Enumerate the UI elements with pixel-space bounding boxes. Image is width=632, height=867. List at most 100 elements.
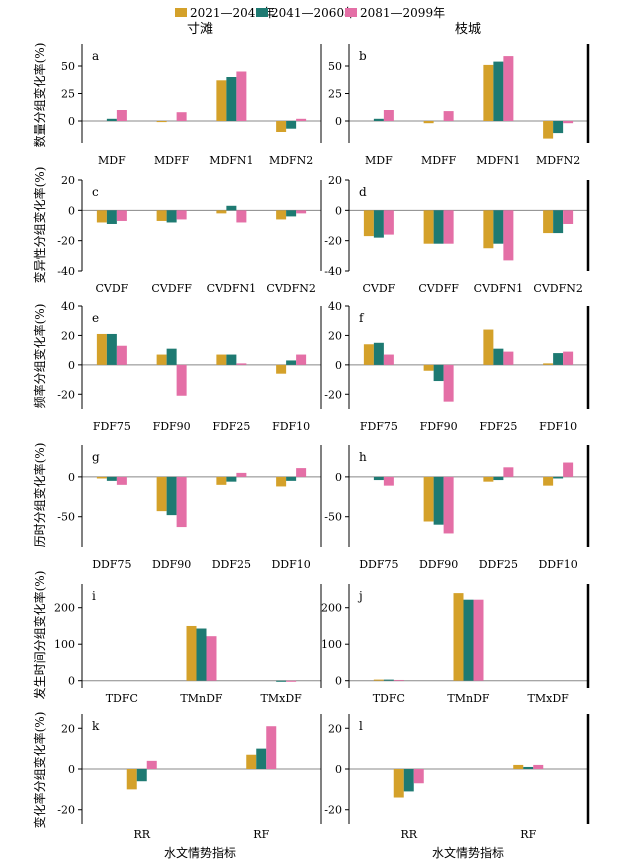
bar-b-MDFN2-s3 — [563, 121, 574, 124]
category-label: DDF25 — [479, 558, 518, 571]
bar-f-FDF10-s2 — [553, 353, 564, 365]
legend-label-2: 2041—2060年 — [271, 6, 356, 20]
bar-j-TDFC-s3 — [393, 679, 404, 681]
bar-h-DDF75-s3 — [383, 476, 394, 486]
category-label: DDF90 — [419, 558, 458, 571]
y-tick-label: 40 — [61, 300, 75, 313]
y-tick-label: 200 — [321, 602, 342, 615]
bar-j-TMnDF-s2 — [463, 599, 474, 681]
panels: MDF MDFF MDFN1 MDFN2 0 25 50 a MDF MDFF MDFN1 MDFN2… — [54, 44, 590, 841]
category-label: DDF10 — [538, 558, 577, 571]
panel-letter: b — [359, 49, 367, 63]
y-tick-label: 0 — [68, 763, 75, 776]
y-tick-label: 25 — [61, 88, 75, 101]
y-tick-label: 0 — [68, 204, 75, 217]
bar-b-MDFN1-s1 — [483, 64, 494, 121]
legend-swatch-3 — [345, 8, 357, 17]
y-tick-label: -20 — [324, 235, 342, 248]
y-tick-label: 20 — [61, 722, 75, 735]
legend-swatch-1 — [175, 8, 187, 17]
row-y-label-6: 变化率分组变化率(%) — [32, 712, 47, 829]
category-label: FDF90 — [420, 420, 458, 433]
category-label: MDFN2 — [269, 154, 313, 167]
bar-d-CVDFF-s1 — [423, 210, 434, 244]
bar-g-DDF10-s2 — [286, 476, 297, 481]
bar-c-CVDFN1-s3 — [236, 210, 247, 223]
bar-d-CVDFF-s3 — [443, 210, 454, 244]
bar-g-DDF75-s1 — [96, 476, 107, 479]
bar-h-DDF25-s1 — [483, 476, 494, 482]
bar-b-MDFN2-s1 — [543, 121, 554, 139]
bar-a-MDF-s3 — [116, 110, 127, 121]
column-title-right: 枝城 — [455, 22, 481, 37]
category-label: FDF75 — [93, 420, 131, 433]
x-axis-label-right: 水文情势指标 — [432, 845, 504, 860]
panel-d: CVDF CVDFF CVDFN1 CVDFN2 -40 -20 0 20 d — [324, 174, 590, 295]
y-tick-label: -50 — [57, 511, 75, 524]
category-label: CVDFF — [151, 282, 192, 295]
bar-k-RR-s3 — [146, 760, 157, 769]
category-label: TDFC — [106, 692, 138, 705]
panel-f: FDF75 FDF90 FDF25 FDF10 -20 0 20 40 f — [324, 300, 590, 433]
bar-g-DDF25-s3 — [236, 472, 247, 477]
bar-h-DDF90-s1 — [423, 476, 434, 522]
panel-b: MDF MDFF MDFN1 MDFN2 0 25 50 b — [328, 44, 590, 167]
bar-h-DDF10-s3 — [563, 462, 574, 477]
bar-b-MDF-s3 — [383, 110, 394, 121]
bar-g-DDF75-s3 — [116, 476, 127, 485]
category-label: TMxDF — [528, 692, 570, 705]
y-tick-label: -20 — [57, 804, 75, 817]
bar-d-CVDFN1-s1 — [483, 210, 494, 249]
bar-b-MDFN1-s3 — [503, 56, 514, 121]
bar-k-RF-s1 — [246, 754, 257, 769]
y-tick-label: 20 — [61, 329, 75, 342]
legend-swatch-2 — [256, 8, 268, 17]
bar-c-CVDFN2-s1 — [276, 210, 287, 220]
bar-f-FDF10-s3 — [563, 351, 574, 365]
bar-a-MDFN2-s2 — [286, 121, 297, 129]
bar-a-MDFN2-s1 — [276, 121, 287, 132]
category-label: DDF75 — [92, 558, 131, 571]
bar-k-RR-s2 — [136, 769, 147, 782]
row-y-label-5: 发生时间分组变化率(%) — [32, 571, 47, 700]
y-tick-label: 0 — [68, 359, 75, 372]
category-label: RR — [400, 828, 417, 841]
y-tick-label: 40 — [328, 300, 342, 313]
bar-l-RF-s3 — [533, 764, 544, 769]
bar-k-RR-s1 — [126, 769, 137, 790]
bar-i-TMxDF-s3 — [286, 680, 297, 682]
bar-c-CVDFN2-s2 — [286, 210, 297, 217]
y-tick-label: -40 — [324, 265, 342, 278]
bar-k-RF-s2 — [256, 748, 267, 769]
category-label: CVDF — [362, 282, 395, 295]
category-label: FDF25 — [212, 420, 250, 433]
bar-b-MDFN2-s2 — [553, 121, 564, 134]
y-tick-label: 200 — [54, 602, 75, 615]
category-label: MDF — [365, 154, 393, 167]
category-label: RR — [133, 828, 150, 841]
bar-k-RF-s3 — [266, 726, 277, 769]
panel-a: MDF MDFF MDFN1 MDFN2 0 25 50 a — [61, 44, 322, 167]
bar-e-FDF10-s2 — [286, 360, 297, 365]
bar-f-FDF75-s1 — [363, 344, 374, 365]
panel-letter: h — [359, 450, 367, 464]
category-label: CVDFN1 — [474, 282, 523, 295]
category-label: MDF — [98, 154, 126, 167]
category-label: DDF75 — [359, 558, 398, 571]
category-label: CVDFN2 — [266, 282, 315, 295]
y-tick-label: 50 — [61, 60, 75, 73]
bar-a-MDF-s2 — [106, 118, 117, 121]
y-tick-label: -20 — [57, 235, 75, 248]
category-label: TMnDF — [447, 692, 490, 705]
row-y-label-3: 频率分组变化率(%) — [32, 304, 47, 409]
category-label: MDFF — [421, 154, 457, 167]
category-label: FDF10 — [272, 420, 310, 433]
bar-j-TDFC-s2 — [383, 679, 394, 681]
y-tick-label: 100 — [321, 638, 342, 651]
y-tick-label: 20 — [328, 174, 342, 187]
bar-h-DDF90-s3 — [443, 476, 454, 534]
bar-c-CVDFF-s3 — [176, 210, 187, 220]
bar-c-CVDFN2-s3 — [296, 210, 307, 214]
bar-h-DDF75-s2 — [373, 476, 384, 481]
